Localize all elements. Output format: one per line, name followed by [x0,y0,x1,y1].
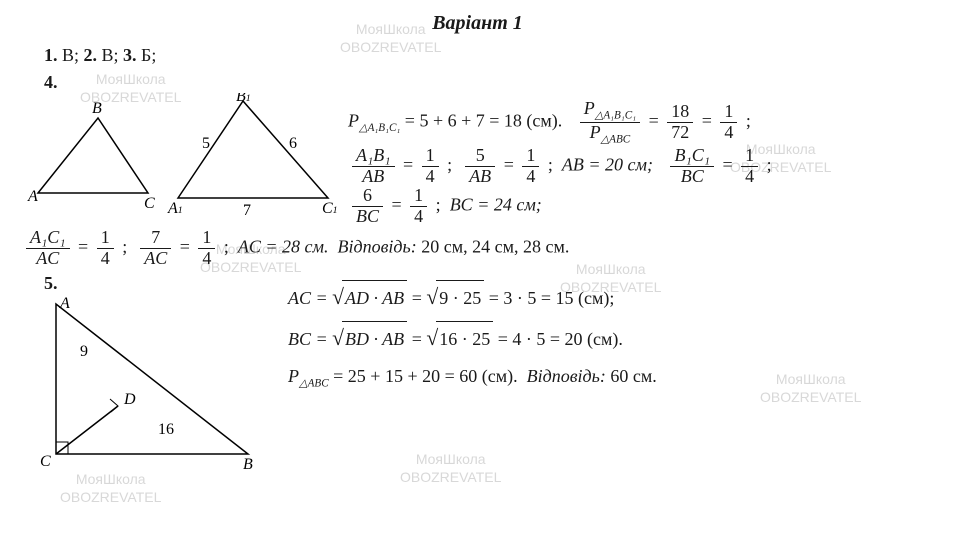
p4-line3: 6BC = 14 ; BC = 24 см; [348,186,542,227]
ans-a2: В; [102,45,119,65]
p5-num: 5. [44,273,58,293]
ans-a3: Б; [141,45,156,65]
p4-answer-val: 20 см, 24 см, 28 см. [421,236,569,256]
variant-title: Варіант 1 [18,12,937,35]
p5-A: A [59,295,70,312]
ans-n1: 1. [44,45,58,65]
ans-a1: В; [62,45,79,65]
p5-D: D [123,391,136,408]
p4-side-ac: 7 [243,202,251,219]
p4-perim-expr: = 5 + 6 + 7 = 18 (см). [405,110,562,130]
p5-C: C [40,453,51,469]
short-answers: 1. В; 2. В; 3. Б; [18,45,937,66]
p5-line3: P△ABC = 25 + 15 + 20 = 60 (см). Відповід… [288,359,657,395]
p4-t1-B: B [92,100,102,117]
p4-ab-val: AB = 20 см; [562,154,653,174]
p5-triangle: A B C D 9 16 [18,294,268,474]
p5-ad: 9 [80,343,88,360]
p4-bc-val: BC = 24 см; [450,195,542,215]
p4-t2-B: B1 [236,93,251,105]
p4-t1-C: C [144,195,155,212]
watermark: МояШколаOBOZREVATEL [60,470,161,506]
problem-4: 4. A B C A1 B1 C1 5 6 7 [18,72,937,269]
p4-line1: P△A₁B₁C₁ = 5 + 6 + 7 = 18 (см). P△A₁B₁C₁… [348,99,751,146]
p4-side-ab: 5 [202,135,210,152]
p4-ac-val: AC = 28 см. [238,236,329,256]
ans-n3: 3. [123,45,137,65]
p4-answer-label: Відповідь: [338,236,417,256]
p4-side-bc: 6 [289,135,297,152]
p4-line2: A₁B₁AB = 14 ; 5AB = 14 ; AB = 20 см; B₁C… [348,146,772,187]
problem-5: 5. A B C D 9 16 [18,273,937,474]
p4-t2-A: A1 [167,200,183,217]
ans-n2: 2. [84,45,98,65]
p4-triangles: A B C A1 B1 C1 5 6 7 [18,93,338,228]
p5-answer-val: 60 см. [610,366,656,386]
p4-t2-C: C1 [322,200,338,217]
p4-line4: A₁C₁AC = 14 ; 7AC = 14 ; AC = 28 см. Від… [18,228,569,269]
p5-B: B [243,456,253,469]
p5-answer-label: Відповідь: [527,366,606,386]
p5-line2: BC = √BD · AB = √16 · 25 = 4 · 5 = 20 (с… [288,318,623,359]
p4-t1-A: A [27,188,38,205]
p5-db: 16 [158,421,174,438]
p4-perim-ratio: P△A₁B₁C₁ P△ABC [580,99,640,146]
p4-num: 4. [44,72,58,92]
p5-line1: AC = √AD · AB = √9 · 25 = 3 · 5 = 15 (см… [288,277,614,318]
